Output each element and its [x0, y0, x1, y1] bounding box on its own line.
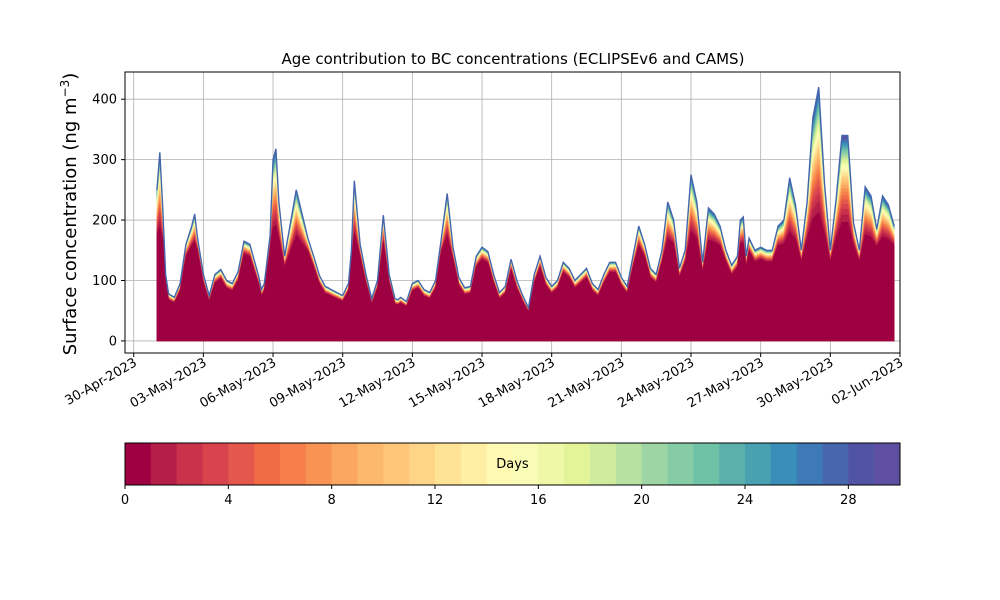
colorbar-tick-label: 8	[328, 493, 336, 508]
x-tick-label: 06-May-2023	[197, 355, 279, 411]
y-axis-label-main: Surface concentration (ng m	[60, 97, 81, 355]
colorbar-swatch	[693, 443, 720, 485]
colorbar-swatch	[719, 443, 746, 485]
colorbar-swatch	[564, 443, 591, 485]
y-tick-label: 400	[92, 93, 117, 108]
colorbar-label: Days	[496, 457, 529, 472]
colorbar-swatch	[125, 443, 152, 485]
colorbar-swatch	[357, 443, 384, 485]
plot-frame	[124, 71, 901, 354]
x-tick-label: 21-May-2023	[546, 355, 628, 411]
colorbar-tick-label: 16	[530, 493, 547, 508]
colorbar-swatch	[409, 443, 436, 485]
colorbar-tick-label: 28	[840, 493, 857, 508]
colorbar-swatch	[254, 443, 281, 485]
colorbar-swatch	[874, 443, 901, 485]
colorbar-tick-label: 0	[121, 493, 129, 508]
y-tick-label: 100	[92, 274, 117, 289]
colorbar-swatch	[512, 443, 539, 485]
x-tick-label: 03-May-2023	[128, 355, 210, 411]
colorbar-swatch	[176, 443, 203, 485]
colorbar-swatch	[770, 443, 798, 485]
y-axis-label-sup: −3	[58, 80, 72, 98]
colorbar-tick-label: 12	[427, 493, 444, 508]
colorbar-swatch	[280, 443, 307, 485]
colorbar-swatch	[305, 443, 333, 485]
total-line	[156, 86, 895, 310]
x-tick-label: 02-Jun-2023	[829, 355, 906, 408]
x-tick-label: 12-May-2023	[337, 355, 419, 411]
colorbar-swatch	[383, 443, 410, 485]
colorbar-swatch	[460, 443, 488, 485]
colorbar-tick-label: 24	[737, 493, 754, 508]
colorbar-swatch	[202, 443, 229, 485]
colorbar-swatch	[150, 443, 178, 485]
colorbar-frame	[124, 442, 901, 486]
x-tick-label: 27-May-2023	[685, 355, 767, 411]
x-tick-label: 18-May-2023	[476, 355, 558, 411]
colorbar-swatch	[822, 443, 849, 485]
y-tick-label: 0	[109, 334, 117, 349]
age-band-area	[156, 211, 895, 342]
x-tick-label: 15-May-2023	[406, 355, 488, 411]
colorbar-swatch	[590, 443, 617, 485]
chart-title: Age contribution to BC concentrations (E…	[282, 50, 745, 68]
x-tick-label: 24-May-2023	[615, 355, 697, 411]
colorbar-swatch	[538, 443, 565, 485]
colorbar: Days 0 4 8 12 16 20 24 28	[121, 442, 901, 508]
colorbar-swatch	[435, 443, 462, 485]
colorbar-swatch	[667, 443, 694, 485]
y-axis-label: Surface concentration (ng m−3)	[58, 73, 81, 356]
plot-area: 010020030040030-Apr-202303-May-202306-Ma…	[63, 71, 906, 411]
x-tick-label: 09-May-2023	[267, 355, 349, 411]
y-axis-label-close: )	[60, 73, 81, 80]
colorbar-swatch	[848, 443, 875, 485]
colorbar-swatch	[745, 443, 772, 485]
x-tick-label: 30-May-2023	[755, 355, 837, 411]
y-tick-label: 300	[92, 153, 117, 168]
colorbar-tick-label: 4	[224, 493, 232, 508]
colorbar-tick-label: 20	[633, 493, 650, 508]
colorbar-swatch	[331, 443, 358, 485]
colorbar-swatch	[486, 443, 513, 485]
colorbar-swatch	[796, 443, 823, 485]
colorbar-swatch	[641, 443, 668, 485]
colorbar-swatch	[615, 443, 643, 485]
colorbar-swatch	[228, 443, 255, 485]
y-tick-label: 200	[92, 214, 117, 229]
